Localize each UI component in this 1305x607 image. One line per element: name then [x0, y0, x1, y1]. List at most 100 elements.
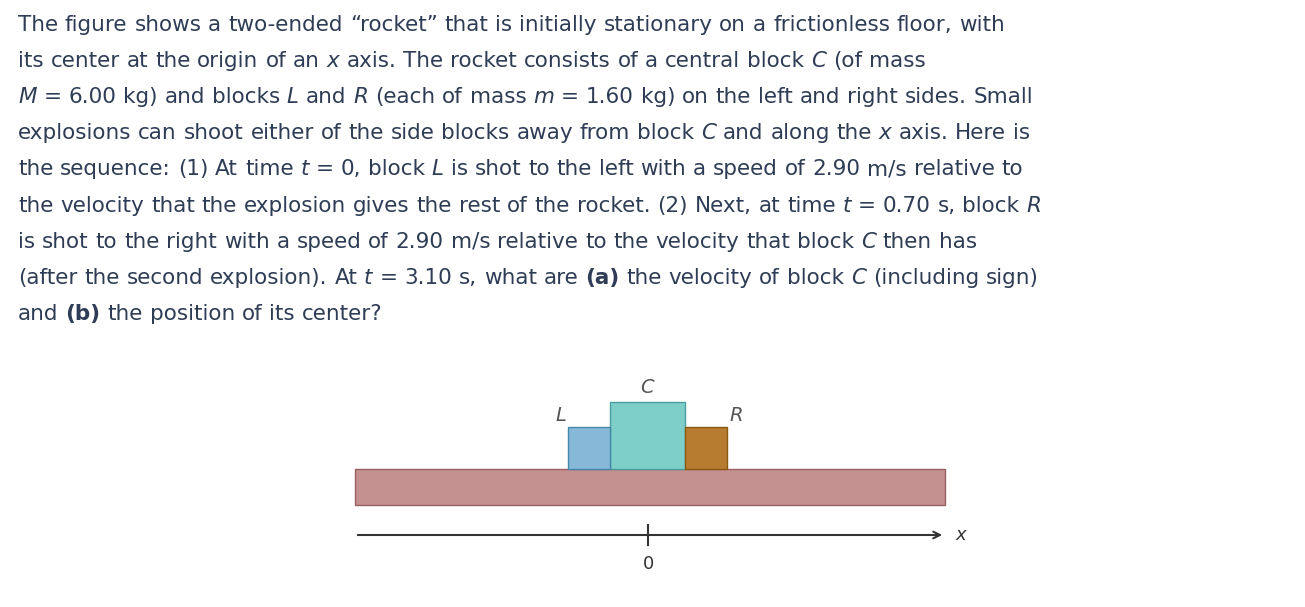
- Text: kg): kg): [641, 87, 675, 107]
- Text: frictionless: frictionless: [773, 15, 890, 35]
- Text: to: to: [585, 232, 607, 252]
- Text: relative: relative: [913, 160, 994, 180]
- Text: an: an: [294, 51, 320, 71]
- Text: its: its: [269, 304, 295, 324]
- Text: a: a: [209, 15, 222, 35]
- Text: C: C: [641, 378, 654, 397]
- Text: with: with: [641, 160, 686, 180]
- Text: C: C: [810, 51, 826, 71]
- Text: =: =: [43, 87, 61, 107]
- Text: with: with: [224, 232, 270, 252]
- Text: figure: figure: [65, 15, 128, 35]
- Text: center: center: [51, 51, 120, 71]
- Text: R: R: [1026, 195, 1041, 215]
- Text: and: and: [164, 87, 205, 107]
- Text: R: R: [354, 87, 368, 107]
- Text: blocks: blocks: [441, 123, 510, 143]
- Text: velocity: velocity: [60, 195, 144, 215]
- Text: x: x: [326, 51, 339, 71]
- Text: s,: s,: [459, 268, 478, 288]
- Text: of: of: [760, 268, 780, 288]
- Text: L: L: [432, 160, 444, 180]
- Text: the: the: [18, 195, 54, 215]
- Text: what: what: [484, 268, 536, 288]
- Text: is: is: [495, 15, 512, 35]
- Bar: [355, 469, 945, 505]
- Text: that: that: [151, 195, 194, 215]
- Text: origin: origin: [197, 51, 258, 71]
- Text: side: side: [390, 123, 435, 143]
- Bar: [568, 427, 609, 469]
- Text: the: the: [416, 195, 452, 215]
- Text: C: C: [701, 123, 716, 143]
- Text: of: of: [265, 51, 286, 71]
- Text: speed: speed: [713, 160, 778, 180]
- Text: s,: s,: [937, 195, 955, 215]
- Text: along: along: [770, 123, 830, 143]
- Text: block: block: [748, 51, 804, 71]
- Text: Next,: Next,: [694, 195, 752, 215]
- Text: At: At: [215, 160, 238, 180]
- Text: on: on: [719, 15, 746, 35]
- Text: m/s: m/s: [868, 160, 907, 180]
- Text: axis.: axis.: [899, 123, 949, 143]
- Text: of: of: [321, 123, 342, 143]
- Text: with: with: [959, 15, 1005, 35]
- Text: blocks: blocks: [211, 87, 281, 107]
- Text: 0.70: 0.70: [882, 195, 930, 215]
- Text: from: from: [579, 123, 630, 143]
- Text: consists: consists: [523, 51, 611, 71]
- Text: on: on: [683, 87, 709, 107]
- Text: x: x: [955, 526, 966, 544]
- Text: a: a: [693, 160, 706, 180]
- Text: the: the: [107, 304, 142, 324]
- Text: block: block: [368, 160, 425, 180]
- Text: 0: 0: [642, 555, 654, 573]
- Text: speed: speed: [296, 232, 361, 252]
- Text: that: that: [746, 232, 791, 252]
- Text: the: the: [124, 232, 159, 252]
- Text: 2.90: 2.90: [813, 160, 860, 180]
- Text: to: to: [529, 160, 549, 180]
- Text: the: the: [716, 87, 752, 107]
- Text: the: the: [837, 123, 872, 143]
- Text: C: C: [851, 268, 867, 288]
- Text: can: can: [138, 123, 177, 143]
- Text: m/s: m/s: [450, 232, 491, 252]
- Text: =: =: [857, 195, 876, 215]
- Text: The: The: [18, 15, 59, 35]
- Text: explosion: explosion: [244, 195, 346, 215]
- Text: sequence:: sequence:: [60, 160, 171, 180]
- Text: sides.: sides.: [904, 87, 967, 107]
- Text: (a): (a): [586, 268, 620, 288]
- Text: then: then: [883, 232, 932, 252]
- Text: “rocket”: “rocket”: [350, 15, 437, 35]
- Text: L: L: [555, 406, 566, 425]
- Text: the: the: [613, 232, 649, 252]
- Text: (including: (including: [873, 268, 979, 288]
- Text: the: the: [85, 268, 120, 288]
- Text: second: second: [127, 268, 204, 288]
- Text: to: to: [1002, 160, 1023, 180]
- Text: t: t: [843, 195, 851, 215]
- Text: its: its: [18, 51, 43, 71]
- Text: rocket: rocket: [450, 51, 517, 71]
- Text: of: of: [784, 160, 805, 180]
- Text: (b): (b): [65, 304, 100, 324]
- Text: are: are: [544, 268, 578, 288]
- Text: The: The: [403, 51, 444, 71]
- Text: (2): (2): [658, 195, 688, 215]
- Bar: [685, 427, 727, 469]
- Text: rocket.: rocket.: [577, 195, 650, 215]
- Text: of: of: [617, 51, 638, 71]
- Text: velocity: velocity: [655, 232, 740, 252]
- Text: stationary: stationary: [603, 15, 713, 35]
- Text: Small: Small: [974, 87, 1034, 107]
- Text: is: is: [18, 232, 35, 252]
- Text: axis.: axis.: [347, 51, 397, 71]
- Text: away: away: [517, 123, 573, 143]
- Text: 1.60: 1.60: [586, 87, 634, 107]
- Text: right: right: [166, 232, 217, 252]
- Text: m: m: [534, 87, 555, 107]
- Text: left: left: [599, 160, 634, 180]
